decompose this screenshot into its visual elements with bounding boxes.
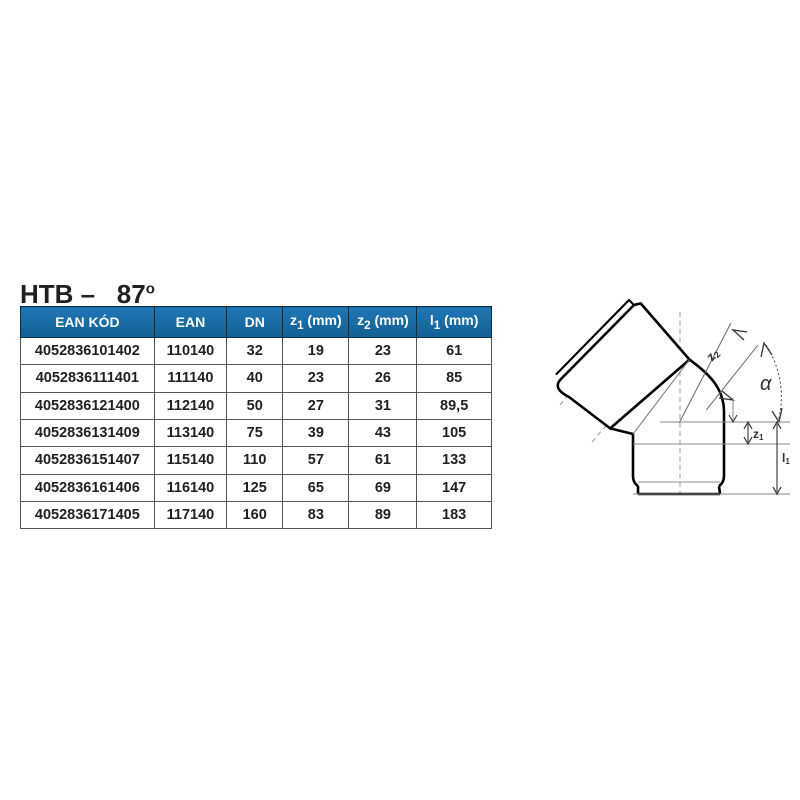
svg-text:α: α [760,373,772,395]
svg-text:l1: l1 [782,451,790,466]
svg-text:z2: z2 [703,345,723,364]
svg-text:z1: z1 [753,427,764,442]
